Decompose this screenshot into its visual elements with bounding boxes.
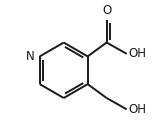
Text: OH: OH [128, 47, 146, 60]
Text: O: O [102, 4, 111, 17]
Text: OH: OH [128, 103, 146, 116]
Text: N: N [26, 50, 35, 63]
